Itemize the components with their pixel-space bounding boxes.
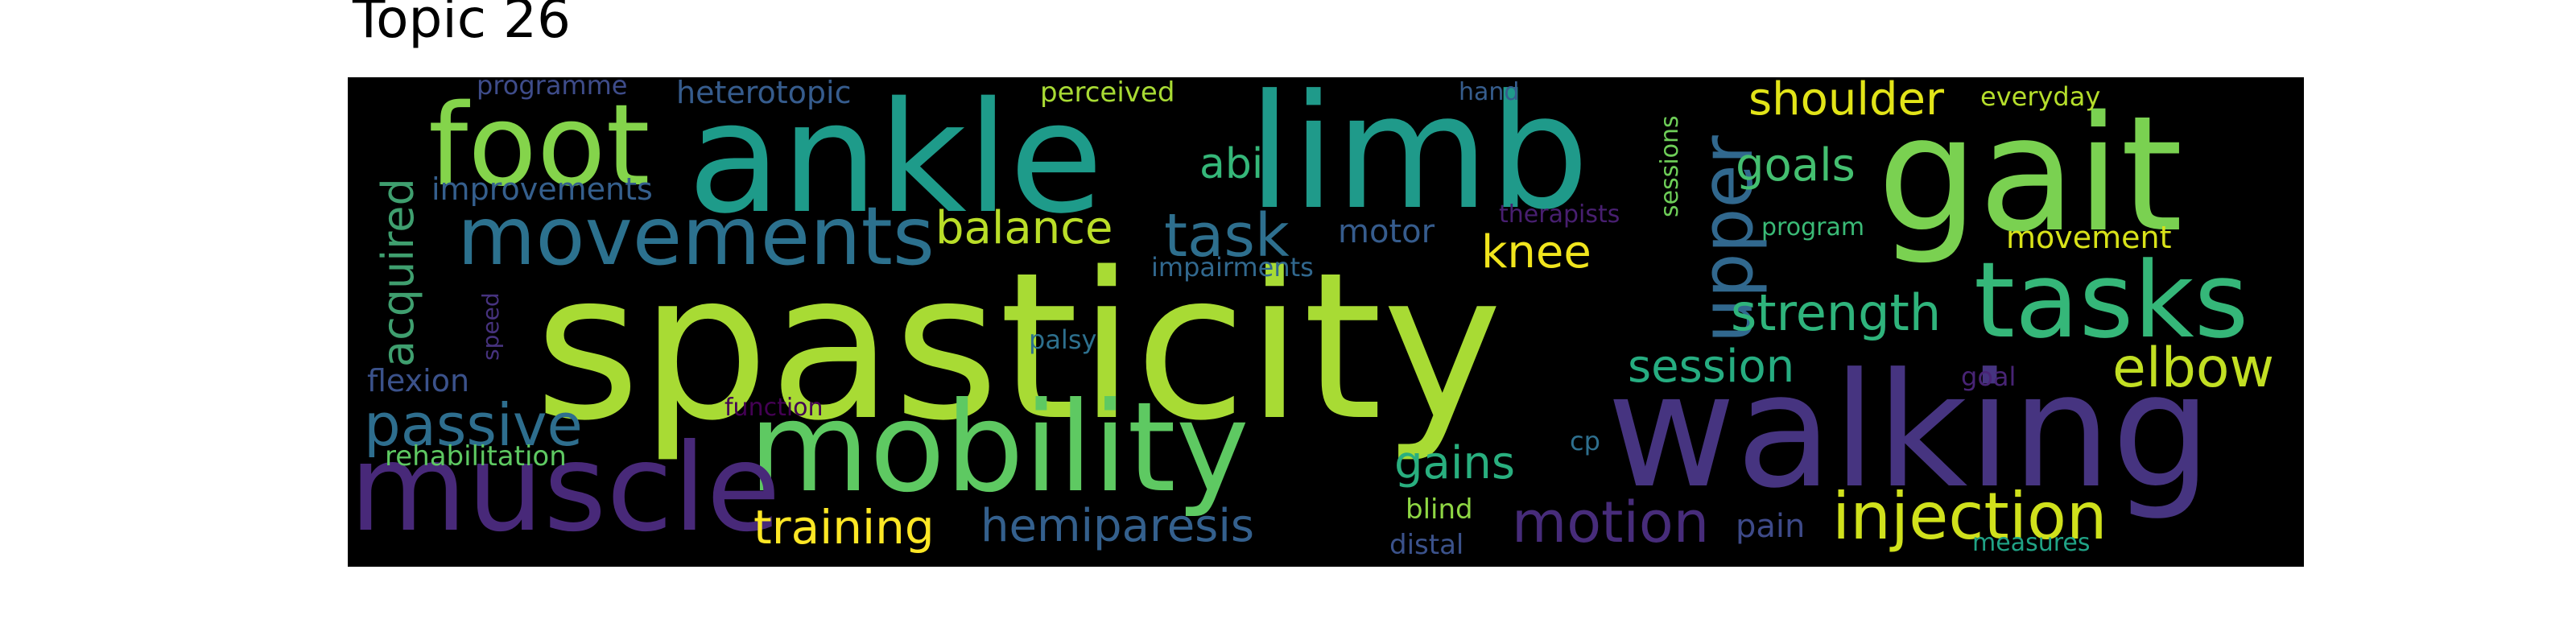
word-movement: movement	[2006, 220, 2172, 255]
figure-title: Topic 26	[353, 0, 571, 50]
word-distal: distal	[1389, 529, 1464, 561]
word-limb: limb	[1248, 77, 1590, 245]
word-improvements: improvements	[431, 171, 653, 207]
word-heterotopic: heterotopic	[676, 77, 852, 110]
word-flexion: flexion	[367, 363, 470, 398]
word-motion: motion	[1512, 489, 1710, 555]
word-passive: passive	[364, 391, 583, 459]
word-blind: blind	[1406, 493, 1473, 526]
word-hand: hand	[1459, 78, 1520, 106]
word-training: training	[753, 500, 935, 555]
word-programme: programme	[477, 77, 628, 101]
word-gains: gains	[1394, 437, 1516, 489]
word-motor: motor	[1338, 213, 1435, 250]
word-foot: foot	[428, 80, 650, 212]
word-session: session	[1628, 341, 1795, 393]
word-palsy: palsy	[1029, 324, 1097, 355]
word-elbow: elbow	[2112, 336, 2275, 400]
word-knee: knee	[1481, 226, 1591, 279]
word-walking: walking	[1607, 340, 2212, 523]
word-impairments: impairments	[1151, 252, 1314, 283]
word-muscle: muscle	[349, 419, 781, 559]
word-pain: pain	[1736, 508, 1806, 545]
word-goal: goal	[1961, 361, 2017, 392]
word-mobility: mobility	[749, 376, 1249, 520]
word-injection: injection	[1832, 479, 2107, 554]
word-abi: abi	[1199, 140, 1264, 188]
word-movements: movements	[457, 189, 935, 283]
word-program: program	[1761, 213, 1865, 242]
word-acquired: acquired	[373, 178, 423, 367]
word-gait: gait	[1877, 81, 2183, 267]
word-balance: balance	[935, 202, 1113, 254]
word-speed: speed	[477, 292, 504, 361]
word-shoulder: shoulder	[1748, 77, 1945, 126]
word-task: task	[1164, 201, 1290, 270]
word-hemiparesis: hemiparesis	[980, 500, 1255, 552]
word-function: function	[724, 394, 824, 422]
word-ankle: ankle	[687, 77, 1104, 247]
word-tasks: tasks	[1974, 239, 2249, 361]
word-cloud: spasticity walking limb ankle gait mobil…	[348, 77, 2304, 567]
word-cp: cp	[1570, 426, 1600, 456]
word-therapists: therapists	[1499, 200, 1620, 229]
word-spasticity: spasticity	[535, 229, 1503, 465]
word-goals: goals	[1736, 139, 1856, 192]
word-measures: measures	[1972, 529, 2091, 557]
word-strength: strength	[1731, 283, 1942, 342]
word-rehabilitation: rehabilitation	[385, 440, 567, 473]
word-everyday: everyday	[1980, 81, 2101, 112]
word-sessions: sessions	[1656, 115, 1684, 217]
word-perceived: perceived	[1040, 77, 1175, 109]
